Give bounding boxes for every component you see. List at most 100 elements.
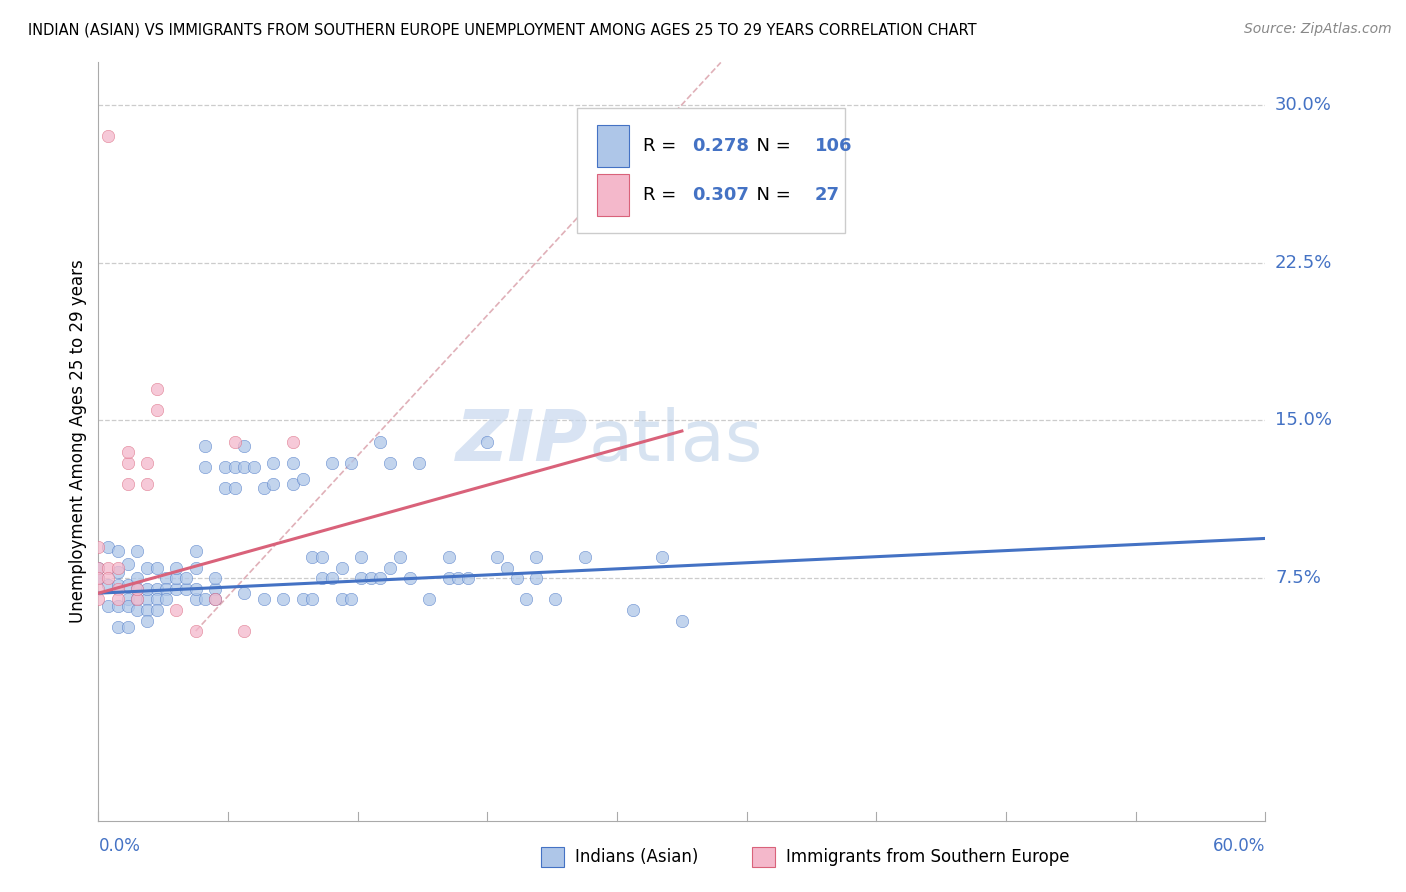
Text: ZIP: ZIP [457, 407, 589, 476]
Point [136, 582, 159, 596]
Text: 30.0%: 30.0% [1275, 95, 1331, 113]
Point [233, 439, 256, 453]
Point [301, 592, 323, 607]
Point [486, 550, 509, 565]
Point [174, 582, 197, 596]
Point [107, 561, 129, 575]
Point [127, 571, 149, 585]
Point [87, 571, 110, 585]
Point [194, 459, 217, 474]
Point [524, 550, 547, 565]
Point [388, 550, 411, 565]
Point [224, 459, 246, 474]
Point [87, 571, 110, 585]
Point [136, 614, 159, 628]
Point [515, 592, 537, 607]
Point [330, 561, 353, 575]
Point [311, 571, 333, 585]
Point [87, 540, 110, 554]
Text: N =: N = [745, 186, 796, 203]
Text: 106: 106 [815, 137, 852, 155]
Point [184, 624, 207, 639]
Point [107, 544, 129, 558]
Point [117, 445, 139, 459]
Point [380, 561, 402, 575]
Point [253, 592, 276, 607]
Point [233, 459, 256, 474]
Point [437, 571, 460, 585]
Y-axis label: Unemployment Among Ages 25 to 29 years: Unemployment Among Ages 25 to 29 years [69, 260, 87, 624]
Point [136, 561, 159, 575]
Point [136, 592, 159, 607]
Text: 7.5%: 7.5% [1275, 569, 1322, 588]
Point [291, 473, 314, 487]
Point [117, 592, 139, 607]
Text: 22.5%: 22.5% [1275, 253, 1333, 271]
Text: 0.0%: 0.0% [98, 838, 141, 855]
Text: 0.307: 0.307 [692, 186, 749, 203]
Point [146, 592, 169, 607]
Point [146, 582, 169, 596]
Point [262, 476, 284, 491]
Point [350, 550, 373, 565]
Point [233, 586, 256, 600]
Point [97, 599, 120, 613]
Point [477, 434, 499, 449]
Point [574, 550, 596, 565]
Point [408, 456, 430, 470]
Point [496, 561, 519, 575]
Point [117, 599, 139, 613]
Point [194, 439, 217, 453]
Point [136, 603, 159, 617]
Point [117, 557, 139, 571]
FancyBboxPatch shape [596, 126, 630, 167]
Point [370, 571, 392, 585]
Point [107, 620, 129, 634]
Point [127, 544, 149, 558]
Point [204, 582, 226, 596]
Point [165, 561, 187, 575]
Point [97, 129, 120, 144]
Point [97, 540, 120, 554]
Point [262, 456, 284, 470]
Point [204, 592, 226, 607]
Point [174, 571, 197, 585]
Point [127, 582, 149, 596]
Point [97, 571, 120, 585]
Point [117, 456, 139, 470]
Point [165, 603, 187, 617]
Text: 60.0%: 60.0% [1213, 838, 1265, 855]
Point [243, 459, 266, 474]
Point [505, 571, 527, 585]
Point [370, 434, 392, 449]
Point [184, 561, 207, 575]
Point [107, 592, 129, 607]
Point [457, 571, 479, 585]
Point [117, 578, 139, 592]
Point [117, 476, 139, 491]
Point [544, 592, 567, 607]
Text: 15.0%: 15.0% [1275, 411, 1331, 429]
Point [117, 620, 139, 634]
Point [146, 382, 169, 396]
Point [340, 592, 363, 607]
Point [301, 550, 323, 565]
Point [107, 599, 129, 613]
Point [281, 476, 304, 491]
Text: Indians (Asian): Indians (Asian) [575, 848, 699, 866]
FancyBboxPatch shape [596, 174, 630, 216]
Point [165, 582, 187, 596]
Point [127, 592, 149, 607]
Point [621, 603, 644, 617]
Point [291, 592, 314, 607]
Point [155, 592, 177, 607]
Point [418, 592, 440, 607]
Point [107, 565, 129, 579]
Point [253, 481, 276, 495]
Point [155, 571, 177, 585]
Point [281, 434, 304, 449]
Point [321, 456, 343, 470]
Point [311, 550, 333, 565]
Point [136, 456, 159, 470]
Point [671, 614, 693, 628]
